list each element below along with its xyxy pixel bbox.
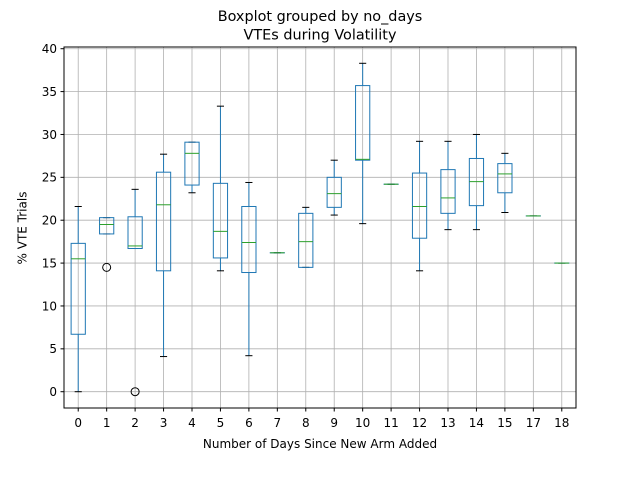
box-group-5: [212, 105, 229, 272]
box-group-6: [241, 181, 257, 357]
y-axis-label: % VTE Trials: [16, 192, 30, 265]
iqr-box: [440, 169, 456, 214]
x-tick-label: 18: [554, 416, 569, 430]
y-tick-label: 30: [42, 128, 57, 142]
iqr-box: [411, 172, 428, 239]
grid-lines: [64, 47, 576, 408]
x-tick-label: 8: [302, 416, 310, 430]
iqr-box: [155, 171, 172, 272]
y-tick-label: 35: [42, 85, 57, 99]
plot-frame: [63, 46, 577, 409]
box-group-12: [411, 140, 428, 272]
x-tick-label: 10: [355, 416, 370, 430]
x-tick-label: 11: [383, 416, 398, 430]
chart-subtitle: VTEs during Volatility: [244, 28, 397, 44]
y-tick-label: 20: [42, 214, 57, 228]
box-group-10: [355, 62, 371, 225]
chart-title: Boxplot grouped by no_days: [218, 9, 423, 25]
y-tick-label: 0: [49, 385, 57, 399]
iqr-box: [127, 216, 143, 250]
x-tick-label: 3: [160, 416, 168, 430]
x-axis-label: Number of Days Since New Arm Added: [203, 437, 437, 451]
x-tick-label: 2: [131, 416, 139, 430]
outlier-point: [130, 387, 140, 397]
iqr-box: [298, 212, 314, 268]
box-group-1: [99, 217, 115, 272]
y-tick-label: 10: [42, 299, 57, 313]
box-group-14: [468, 133, 485, 231]
x-tick-label: 0: [74, 416, 82, 430]
y-tick-label: 25: [42, 171, 57, 185]
iqr-box: [355, 85, 371, 161]
outlier-point: [102, 262, 112, 272]
x-tick-label: 14: [469, 416, 484, 430]
iqr-box: [241, 205, 257, 274]
iqr-box: [70, 242, 86, 335]
box-group-9: [326, 159, 342, 216]
iqr-box: [184, 141, 200, 186]
boxes-layer: [70, 62, 570, 397]
x-tick-label: 13: [440, 416, 455, 430]
x-tick-label: 1: [103, 416, 111, 430]
iqr-box: [212, 182, 229, 259]
y-tick-label: 15: [42, 256, 57, 270]
x-tick-label: 6: [245, 416, 253, 430]
box-group-4: [184, 141, 200, 194]
box-group-15: [497, 152, 513, 213]
x-tick-label: 7: [274, 416, 282, 430]
x-tick-label: 17: [526, 416, 541, 430]
iqr-box: [99, 217, 115, 235]
box-group-8: [298, 206, 314, 268]
x-tick-label: 9: [330, 416, 338, 430]
box-group-3: [155, 153, 172, 358]
x-tick-label: 15: [497, 416, 512, 430]
x-tick-label: 5: [217, 416, 225, 430]
iqr-box: [497, 163, 513, 194]
box-group-2: [127, 188, 143, 397]
x-tick-label: 12: [412, 416, 427, 430]
y-tick-label: 5: [49, 342, 57, 356]
y-tick-label: 40: [42, 42, 57, 56]
iqr-box: [326, 176, 342, 208]
box-group-0: [70, 205, 86, 393]
x-tick-label: 4: [188, 416, 196, 430]
box-group-13: [440, 140, 456, 231]
